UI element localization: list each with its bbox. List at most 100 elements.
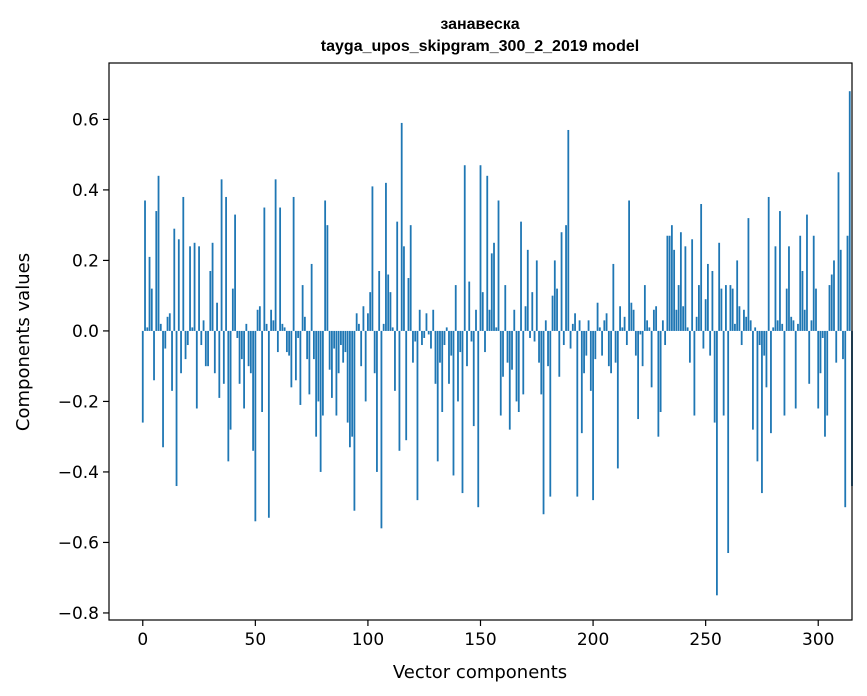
bar-14	[173, 228, 176, 331]
bar-141	[459, 330, 462, 353]
bar-265	[738, 306, 741, 331]
bar-45	[243, 330, 245, 409]
bar-143	[463, 165, 466, 331]
bar-223	[643, 285, 646, 331]
bar-238	[677, 285, 680, 331]
bar-42	[236, 330, 239, 338]
bar-287	[788, 246, 790, 331]
bar-309	[837, 172, 840, 331]
bar-125	[423, 330, 426, 338]
bar-162	[506, 330, 509, 363]
bar-35	[220, 179, 223, 331]
bar-244	[691, 239, 694, 331]
bar-53	[261, 330, 263, 412]
bar-175	[535, 260, 538, 331]
bar-33	[216, 302, 218, 331]
bar-52	[258, 306, 261, 331]
bar-300	[817, 330, 820, 409]
bar-233	[666, 235, 669, 331]
bar-225	[648, 327, 651, 331]
bar-102	[371, 186, 374, 331]
bar-272	[754, 327, 757, 331]
bar-58	[272, 320, 275, 331]
bar-230	[659, 330, 662, 412]
bar-278	[767, 196, 770, 331]
bar-63	[283, 327, 286, 331]
bar-131	[436, 330, 439, 462]
bar-274	[758, 330, 761, 346]
bar-6	[155, 211, 158, 331]
bar-211	[616, 330, 619, 469]
bar-144	[466, 330, 468, 367]
bar-92	[349, 330, 351, 448]
bar-139	[454, 285, 457, 331]
bar-149	[477, 330, 480, 508]
bar-239	[679, 232, 682, 331]
bar-251	[707, 263, 709, 331]
bar-237	[675, 309, 678, 331]
bar-226	[650, 330, 653, 388]
bar-154	[488, 309, 491, 331]
bar-296	[808, 330, 811, 384]
bar-106	[380, 330, 383, 529]
bar-209	[612, 263, 615, 331]
bar-245	[693, 330, 696, 416]
bar-88	[340, 330, 342, 346]
bar-85	[333, 330, 336, 349]
x-tick-label: 50	[245, 630, 267, 650]
bar-51	[256, 309, 259, 331]
bar-307	[833, 260, 835, 331]
bar-148	[475, 309, 477, 331]
bar-22	[191, 327, 194, 331]
x-tick-label: 200	[577, 630, 609, 650]
bar-301	[819, 330, 822, 374]
bar-140	[457, 330, 459, 402]
bar-97	[360, 330, 363, 367]
bar-193	[576, 330, 579, 497]
bar-94	[353, 330, 356, 511]
y-tick-label: 0.0	[72, 322, 99, 342]
bar-292	[799, 235, 802, 331]
bar-74	[308, 330, 311, 395]
bar-72	[303, 316, 306, 331]
x-axis-label: Vector components	[393, 662, 567, 683]
bar-130	[434, 330, 437, 384]
bar-73	[306, 330, 309, 360]
bar-3	[148, 256, 151, 331]
bar-195	[580, 330, 583, 434]
bar-10	[164, 330, 167, 349]
bar-263	[734, 323, 736, 331]
bar-91	[346, 330, 349, 423]
bar-228	[655, 306, 658, 331]
x-tick-label: 0	[137, 630, 148, 650]
bar-313	[846, 235, 849, 331]
bar-227	[652, 309, 655, 331]
x-axis-ticks: 0 50 100 150 200 250 300	[137, 620, 834, 650]
bar-76	[312, 330, 315, 360]
bar-43	[238, 330, 241, 384]
bar-119	[409, 225, 412, 331]
bar-39	[229, 330, 232, 430]
bar-285	[783, 330, 786, 416]
bar-50	[254, 330, 257, 522]
bar-108	[385, 182, 387, 331]
bar-64	[285, 330, 288, 353]
bar-286	[785, 288, 788, 331]
bar-199	[589, 330, 592, 391]
bar-249	[702, 330, 705, 349]
bar-26	[200, 330, 203, 346]
bar-299	[815, 288, 817, 331]
bar-161	[504, 285, 507, 331]
bar-214	[623, 316, 626, 331]
bars-group	[141, 91, 853, 596]
bar-312	[844, 330, 847, 508]
bar-314	[848, 91, 851, 331]
bar-36	[222, 330, 225, 384]
bar-86	[335, 330, 338, 416]
bar-196	[583, 330, 585, 374]
bar-262	[731, 288, 734, 331]
bar-167	[517, 330, 520, 412]
bar-305	[828, 285, 831, 331]
bar-266	[740, 330, 743, 346]
bar-16	[177, 239, 180, 331]
